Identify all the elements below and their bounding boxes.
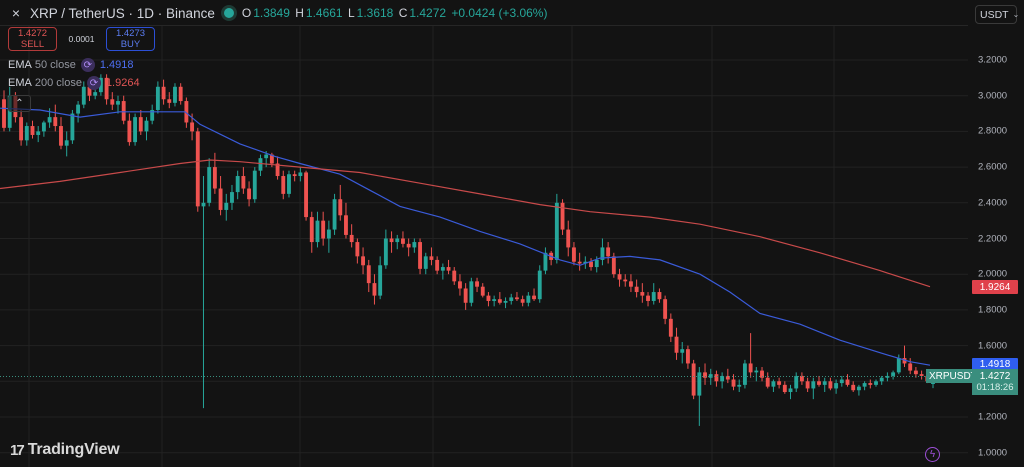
indicator-params: 200 close [34,77,82,89]
lightning-icon[interactable]: ϟ [925,447,940,462]
price-axis-tick: 2.0000 [978,268,1008,280]
indicator-ema50[interactable]: EMA 50 close ⟳ 1.4918 [8,58,133,72]
current-price: 1.4272 [979,371,1011,383]
currency-value: USDT [980,8,1009,21]
current-price-tag: 1.4272 01:18:26 [972,369,1018,396]
high-label: H [295,6,304,20]
chevron-down-icon: ⌄ [1012,10,1020,19]
refresh-icon[interactable]: ⟳ [86,76,101,90]
price-axis-tick: 1.2000 [978,411,1008,423]
price-axis-tick: 1.8000 [978,304,1008,316]
symbol-price-label: XRPUSDT [926,369,980,384]
open-value: 1.3849 [253,6,290,20]
refresh-icon[interactable]: ⟳ [80,58,95,72]
logo-text: TradingView [27,441,120,458]
close-value: 1.4272 [409,6,447,20]
spread-value: 0.0001 [68,34,95,44]
currency-select[interactable]: USDT ⌄ [975,5,1020,24]
sell-price: 1.4272 [17,28,48,39]
price-axis-tick: 3.2000 [978,54,1008,66]
ema200-price-tag: 1.9264 [972,280,1018,295]
ema50-price-tag: 1.4918 [972,357,1018,372]
trade-panel: 1.4272 SELL 0.0001 1.4273 BUY [8,27,155,51]
indicator-name: EMA [8,77,32,89]
collapse-legend-button[interactable]: ⌃ [8,95,31,112]
price-axis-tick: 1.6000 [978,340,1008,352]
price-axis-tick: 1.0000 [978,447,1008,459]
indicator-value: 1.9264 [105,77,140,89]
market-status-icon [223,8,234,18]
price-axis-tick: 2.4000 [978,197,1008,209]
indicator-params: 50 close [34,59,76,71]
sell-button[interactable]: 1.4272 SELL [8,27,57,51]
open-label: O [241,6,252,20]
buy-label: BUY [120,39,141,50]
ohlc-values: O 1.3849 H 1.4661 L 1.3618 C 1.4272 +0.0424 … [242,6,550,20]
price-axis-tick: 2.2000 [978,233,1008,244]
indicator-name: EMA [8,59,32,71]
sell-label: SELL [20,39,45,50]
bar-countdown: 01:18:26 [976,382,1014,394]
tradingview-logo[interactable]: 17 TradingView [10,441,120,459]
buy-price: 1.4273 [115,28,146,39]
chart-header: × XRP / TetherUS · 1D · Binance O 1.3849 … [0,0,549,26]
high-value: 1.4661 [305,6,343,20]
indicator-ema200[interactable]: EMA 200 close ⟳ 1.9264 [8,76,140,90]
price-axis-tick: 2.8000 [978,125,1008,137]
price-axis-tick: 3.0000 [978,90,1008,102]
indicator-value: 1.4918 [99,59,134,71]
low-label: L [347,6,355,20]
close-label: C [398,6,408,20]
change-value: +0.0424 (+3.06%) [451,6,548,20]
tradingview-logo-icon: 17 [10,441,25,459]
price-axis-tick: 2.6000 [978,161,1008,173]
low-value: 1.3618 [356,6,394,20]
close-icon[interactable]: × [11,5,21,21]
chevron-up-icon: ⌃ [15,98,24,109]
buy-button[interactable]: 1.4273 BUY [106,27,155,51]
symbol-title[interactable]: XRP / TetherUS · 1D · Binance [30,5,215,21]
